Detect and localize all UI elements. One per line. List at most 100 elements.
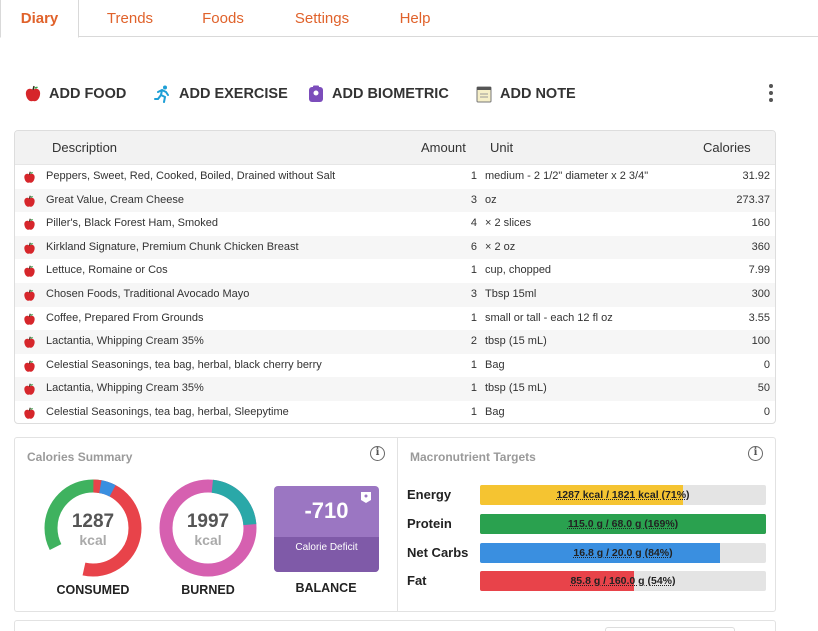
calories-summary-title: Calories Summary	[27, 450, 133, 464]
macro-progress-text: 16.8 g / 20.0 g (84%)	[573, 547, 673, 559]
kebab-menu-icon[interactable]	[766, 84, 776, 106]
info-icon[interactable]: i	[748, 446, 763, 461]
food-amount[interactable]: 1	[470, 382, 477, 395]
apple-icon	[23, 217, 36, 230]
food-calories: 273.37	[736, 193, 770, 206]
food-description[interactable]: Chosen Foods, Traditional Avocado Mayo	[46, 287, 250, 300]
burned-unit: kcal	[194, 532, 222, 548]
table-row[interactable]: Coffee, Prepared From Grounds 1 small or t…	[15, 307, 775, 331]
food-description[interactable]: Lactantia, Whipping Cream 35%	[46, 335, 204, 348]
food-description[interactable]: Kirkland Signature, Premium Chunk Chicke…	[46, 240, 299, 253]
add-note-button[interactable]: ADD NOTE	[475, 82, 576, 106]
macro-progress-bar[interactable]: 115.0 g / 68.0 g (169%)	[480, 514, 766, 534]
add-food-button[interactable]: ADD FOOD	[24, 82, 126, 106]
food-unit[interactable]: tbsp (15 mL)	[485, 335, 547, 348]
biometric-icon	[307, 85, 325, 103]
balance-subtitle: Calorie Deficit	[274, 537, 379, 572]
table-row[interactable]: Piller's, Black Forest Ham, Smoked 4 × 2 s…	[15, 212, 775, 236]
table-row[interactable]: Lactantia, Whipping Cream 35% 2 tbsp (15 m…	[15, 330, 775, 354]
add-biometric-button[interactable]: ADD BIOMETRIC	[307, 82, 449, 106]
food-unit[interactable]: Bag	[485, 405, 505, 418]
macro-label: Energy	[407, 487, 452, 502]
food-description[interactable]: Coffee, Prepared From Grounds	[46, 311, 204, 324]
table-row[interactable]: Chosen Foods, Traditional Avocado Mayo 3 T…	[15, 282, 775, 307]
header-calories[interactable]: Calories	[703, 140, 751, 155]
food-amount[interactable]: 3	[470, 193, 477, 206]
macro-progress-fill	[480, 514, 766, 534]
consumed-label: CONSUMED	[56, 583, 130, 597]
food-description[interactable]: Great Value, Cream Cheese	[46, 193, 184, 206]
next-panel-edge	[14, 620, 776, 631]
food-description[interactable]: Peppers, Sweet, Red, Cooked, Boiled, Dra…	[46, 170, 336, 182]
food-calories: 0	[763, 405, 770, 418]
table-row[interactable]: Lactantia, Whipping Cream 35% 1 tbsp (15 m…	[15, 377, 775, 401]
apple-icon	[23, 194, 36, 207]
note-icon	[475, 85, 493, 103]
apple-icon	[23, 241, 36, 254]
add-exercise-label: ADD EXERCISE	[179, 86, 288, 102]
tab-help[interactable]: Help	[399, 10, 431, 27]
food-unit[interactable]: oz	[485, 193, 497, 206]
header-unit[interactable]: Unit	[490, 140, 514, 155]
table-row[interactable]: Celestial Seasonings, tea bag, herbal, b…	[15, 354, 775, 378]
apple-icon	[23, 170, 36, 183]
header-amount[interactable]: Amount	[421, 140, 466, 155]
table-row[interactable]: Peppers, Sweet, Red, Cooked, Boiled, Dra…	[15, 165, 775, 189]
food-calories: 360	[751, 240, 770, 253]
food-unit[interactable]: medium - 2 1/2" diameter x 2 3/4"	[485, 170, 649, 182]
food-description[interactable]: Lactantia, Whipping Cream 35%	[46, 382, 204, 395]
table-row[interactable]: Celestial Seasonings, tea bag, herbal, S…	[15, 401, 775, 423]
food-amount[interactable]: 3	[470, 287, 477, 300]
burned-donut: 1997 kcal	[158, 478, 258, 578]
food-amount[interactable]: 1	[470, 405, 477, 418]
food-amount[interactable]: 2	[470, 335, 477, 348]
food-unit[interactable]: small or tall - each 12 fl oz	[485, 311, 613, 324]
tab-trends[interactable]: Trends	[106, 10, 154, 27]
table-row[interactable]: Kirkland Signature, Premium Chunk Chicke…	[15, 235, 775, 260]
food-description[interactable]: Lettuce, Romaine or Cos	[46, 264, 168, 277]
food-description[interactable]: Celestial Seasonings, tea bag, herbal, S…	[46, 405, 289, 418]
macro-progress-fill	[480, 543, 721, 563]
food-amount[interactable]: 6	[470, 240, 477, 253]
food-description[interactable]: Celestial Seasonings, tea bag, herbal, b…	[46, 358, 322, 371]
tab-foods[interactable]: Foods	[202, 10, 244, 27]
food-amount[interactable]: 1	[470, 311, 477, 324]
food-calories: 0	[763, 358, 770, 371]
food-amount[interactable]: 1	[470, 264, 477, 277]
table-row[interactable]: Lettuce, Romaine or Cos 1 cup, chopped 7.99	[15, 259, 775, 283]
apple-icon	[23, 312, 36, 325]
macro-progress-text: 1287 kcal / 1821 kcal (71%)	[556, 489, 690, 501]
add-food-label: ADD FOOD	[49, 86, 127, 102]
apple-icon	[23, 288, 36, 301]
balance-card[interactable]: -710 Calorie Deficit	[274, 486, 379, 572]
info-icon[interactable]: i	[370, 446, 385, 461]
food-unit[interactable]: tbsp (15 mL)	[485, 382, 547, 395]
table-row[interactable]: Great Value, Cream Cheese 3 oz 273.37	[15, 188, 775, 213]
macro-progress-bar[interactable]: 1287 kcal / 1821 kcal (71%)	[480, 485, 766, 505]
food-unit[interactable]: × 2 oz	[485, 240, 516, 253]
food-description[interactable]: Piller's, Black Forest Ham, Smoked	[46, 217, 219, 230]
macro-row-protein: Protein 115.0 g / 68.0 g (169%)	[407, 514, 767, 534]
food-amount[interactable]: 4	[470, 217, 477, 230]
food-unit[interactable]: Bag	[485, 358, 505, 371]
food-unit[interactable]: Tbsp 15ml	[485, 287, 537, 300]
burned-value: 1997	[186, 511, 230, 532]
tab-settings[interactable]: Settings	[294, 10, 350, 27]
apple-icon	[23, 359, 36, 372]
macro-progress-text: 115.0 g / 68.0 g (169%)	[567, 518, 679, 530]
food-amount[interactable]: 1	[470, 358, 477, 371]
tab-diary[interactable]: Diary	[0, 0, 79, 38]
burned-label: BURNED	[181, 583, 235, 597]
macro-progress-bar[interactable]: 85.8 g / 160.0 g (54%)	[480, 571, 766, 591]
food-unit[interactable]: cup, chopped	[485, 264, 552, 277]
balance-label: BALANCE	[295, 581, 357, 595]
food-unit[interactable]: × 2 slices	[485, 217, 532, 230]
macro-progress-fill	[480, 485, 684, 505]
header-description[interactable]: Description	[52, 140, 118, 155]
food-calories: 160	[751, 217, 770, 230]
food-calories: 3.55	[748, 311, 770, 324]
macro-progress-bar[interactable]: 16.8 g / 20.0 g (84%)	[480, 543, 766, 563]
food-calories: 50	[757, 382, 770, 395]
add-exercise-button[interactable]: ADD EXERCISE	[154, 82, 288, 106]
food-amount[interactable]: 1	[470, 170, 477, 182]
